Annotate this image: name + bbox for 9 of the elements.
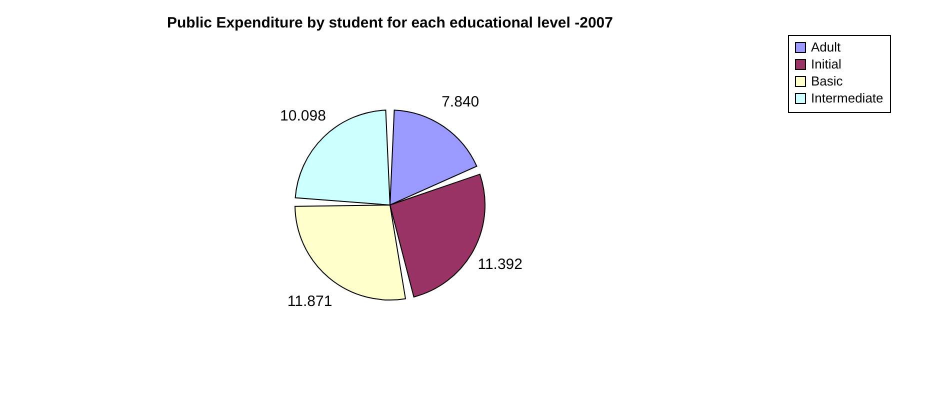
- legend-label: Intermediate: [811, 90, 884, 106]
- data-label: 10.098: [280, 107, 326, 124]
- data-label: 7.840: [442, 94, 480, 111]
- legend-label: Basic: [811, 74, 844, 88]
- data-label: 11.871: [287, 292, 332, 310]
- legend-label: Initial: [811, 56, 842, 72]
- chart-title: Public Expenditure by student for each educational level -2007: [167, 14, 613, 32]
- data-label: 11.392: [478, 256, 522, 274]
- legend-label: Adult: [811, 40, 842, 54]
